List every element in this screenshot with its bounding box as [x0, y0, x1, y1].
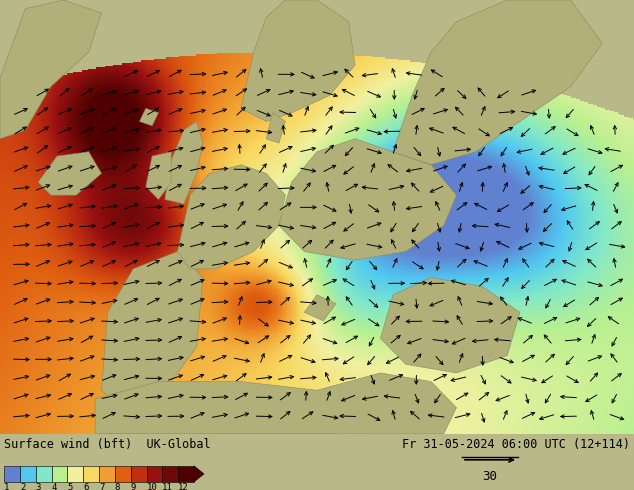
- Polygon shape: [165, 122, 203, 204]
- Bar: [67, 466, 83, 482]
- Polygon shape: [279, 139, 456, 260]
- Polygon shape: [0, 0, 101, 139]
- Text: Surface wind (bft)  UK-Global: Surface wind (bft) UK-Global: [4, 438, 210, 451]
- Text: 6: 6: [83, 483, 89, 490]
- Text: 3: 3: [36, 483, 41, 490]
- Bar: [20, 466, 36, 482]
- Polygon shape: [139, 108, 158, 126]
- Text: 8: 8: [115, 483, 120, 490]
- Polygon shape: [304, 295, 336, 321]
- Bar: [83, 466, 99, 482]
- Bar: [51, 466, 67, 482]
- Text: Fr 31-05-2024 06:00 UTC (12+114): Fr 31-05-2024 06:00 UTC (12+114): [402, 438, 630, 451]
- Polygon shape: [266, 113, 285, 143]
- Polygon shape: [101, 251, 203, 408]
- Text: 5: 5: [67, 483, 73, 490]
- Polygon shape: [178, 165, 285, 269]
- Text: 4: 4: [51, 483, 57, 490]
- Bar: [99, 466, 115, 482]
- Bar: [115, 466, 131, 482]
- Text: 9: 9: [131, 483, 136, 490]
- Text: 11: 11: [162, 483, 173, 490]
- Bar: [36, 466, 51, 482]
- Bar: [131, 466, 146, 482]
- Text: 30: 30: [482, 470, 498, 483]
- Bar: [4, 466, 20, 482]
- Text: 2: 2: [20, 483, 25, 490]
- Bar: [146, 466, 162, 482]
- Polygon shape: [393, 0, 602, 165]
- Text: 10: 10: [146, 483, 157, 490]
- Polygon shape: [38, 152, 101, 195]
- Polygon shape: [146, 152, 171, 199]
- Text: 7: 7: [99, 483, 105, 490]
- Bar: [178, 466, 194, 482]
- Polygon shape: [380, 277, 520, 373]
- Text: 1: 1: [4, 483, 10, 490]
- Polygon shape: [241, 0, 355, 122]
- Bar: [162, 466, 178, 482]
- Polygon shape: [95, 373, 456, 434]
- Polygon shape: [194, 466, 204, 482]
- Text: 12: 12: [178, 483, 189, 490]
